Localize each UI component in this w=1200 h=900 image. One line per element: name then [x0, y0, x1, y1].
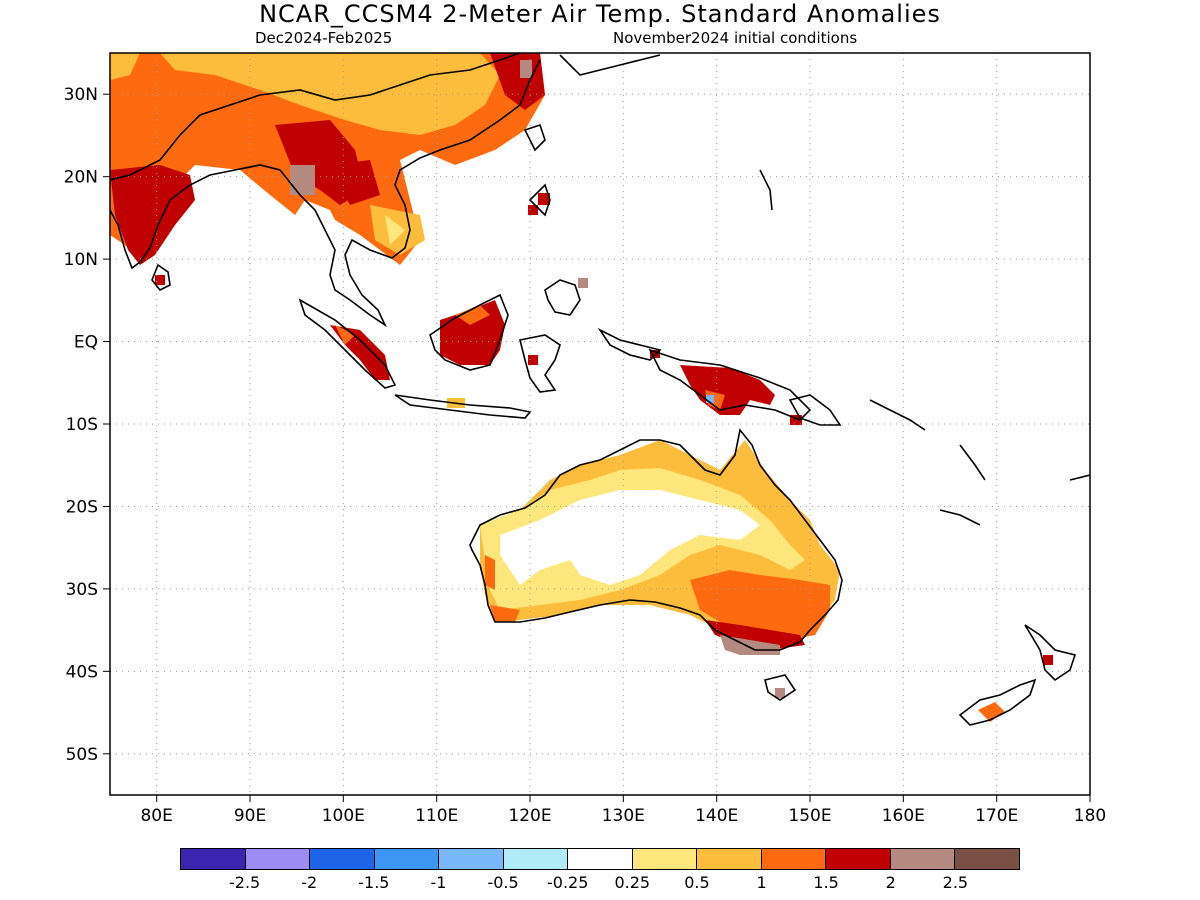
- coastlines: [110, 53, 1090, 726]
- colorbar-label: -1: [430, 873, 447, 892]
- map-content: [110, 53, 1090, 795]
- lon-tick-label: 130E: [602, 806, 645, 826]
- colorbar-swatch: [245, 849, 311, 869]
- colorbar-swatch: [503, 849, 569, 869]
- lon-tick-label: 150E: [788, 806, 831, 826]
- lon-tick-label: 110E: [415, 806, 458, 826]
- lon-tick-label: 160E: [882, 806, 925, 826]
- colorbar-label: -2.5: [229, 873, 261, 892]
- lat-tick-label: 40S: [66, 662, 98, 682]
- longitude-labels: 80E 90E 100E 110E 120E 130E 140E 150E 160E 170E 18…: [140, 806, 1106, 826]
- lat-tick-label: 10N: [64, 250, 98, 270]
- colorbar-swatch: [826, 849, 891, 869]
- colorbar-label: 0.5: [684, 873, 710, 892]
- colorbar-swatch: [439, 849, 504, 869]
- lat-tick-label: 30N: [64, 85, 98, 105]
- lat-tick-label: 50S: [66, 745, 98, 765]
- colorbar-label: 2: [885, 873, 896, 892]
- asia-anomaly-field: [110, 53, 550, 285]
- australia-anomaly-field: [480, 440, 1053, 722]
- lon-tick-label: 170E: [975, 806, 1018, 826]
- colorbar-swatch: [697, 849, 762, 869]
- colorbar-label: -1.5: [358, 873, 390, 892]
- colorbar-swatch: [761, 849, 827, 869]
- axis-ticks: [103, 93, 1091, 802]
- graticule: [110, 53, 1090, 795]
- lon-tick-label: 100E: [322, 806, 365, 826]
- colorbar: [180, 848, 1020, 870]
- colorbar-label: -2: [301, 873, 318, 892]
- lat-tick-label: 20S: [66, 497, 98, 517]
- colorbar-swatch: [955, 849, 1019, 869]
- latitude-labels: 30N 20N 10N EQ 10S 20S 30S 40S 50S: [64, 85, 98, 765]
- maritime-anomaly-field: [330, 278, 802, 425]
- lon-tick-label: 120E: [508, 806, 551, 826]
- lon-tick-label: 90E: [234, 806, 266, 826]
- colorbar-label: 1: [756, 873, 767, 892]
- colorbar-swatch: [310, 849, 375, 869]
- forecast-period: Dec2024-Feb2025: [255, 29, 393, 47]
- colorbar-swatch: [890, 849, 956, 869]
- initial-conditions: November2024 initial conditions: [613, 29, 858, 47]
- lat-tick-label: EQ: [74, 333, 98, 353]
- colorbar-swatch: [568, 849, 633, 869]
- colorbar-label: -0.5: [487, 873, 519, 892]
- colorbar-label: 2.5: [942, 873, 969, 892]
- colorbar-label: -0.25: [546, 873, 589, 892]
- lat-tick-label: 30S: [66, 580, 98, 600]
- lat-tick-label: 10S: [66, 415, 98, 435]
- lon-tick-label: 80E: [140, 806, 172, 826]
- lat-tick-label: 20N: [64, 168, 98, 188]
- colorbar-swatch: [181, 849, 246, 869]
- colorbar-swatch: [374, 849, 440, 869]
- colorbar-label: 1.5: [813, 873, 839, 892]
- map-title: NCAR_CCSM4 2-Meter Air Temp. Standard An…: [259, 0, 941, 28]
- colorbar-swatch: [632, 849, 698, 869]
- lon-tick-label: 180: [1074, 806, 1106, 826]
- colorbar-label: 0.25: [614, 873, 651, 892]
- lon-tick-label: 140E: [695, 806, 738, 826]
